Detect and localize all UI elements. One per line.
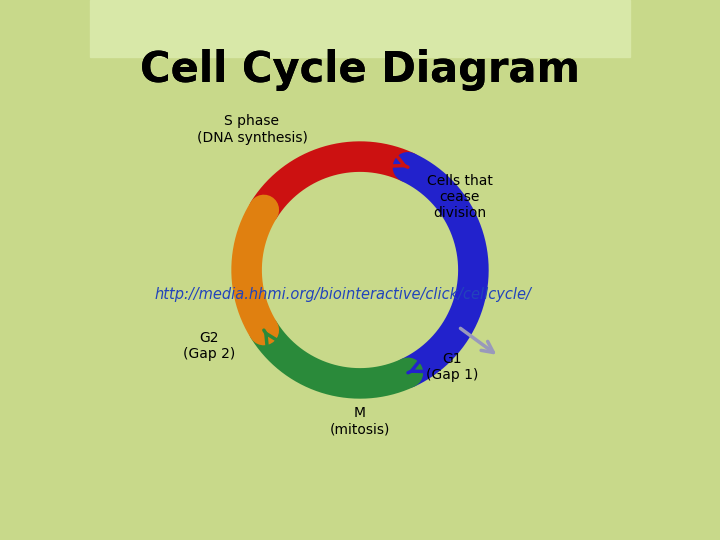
Text: Cell Cycle Diagram: Cell Cycle Diagram [140, 49, 580, 91]
Text: http://media.hhmi.org/biointeractive/click/cellcycle/: http://media.hhmi.org/biointeractive/cli… [155, 287, 531, 302]
FancyBboxPatch shape [90, 0, 630, 57]
Text: Cells that
cease
division: Cells that cease division [427, 174, 492, 220]
Text: M
(mitosis): M (mitosis) [330, 406, 390, 436]
Text: S phase
(DNA synthesis): S phase (DNA synthesis) [197, 114, 307, 145]
Text: Cell Cycle Diagram: Cell Cycle Diagram [140, 49, 580, 91]
Text: G1
(Gap 1): G1 (Gap 1) [426, 352, 478, 382]
Text: G2
(Gap 2): G2 (Gap 2) [183, 330, 235, 361]
